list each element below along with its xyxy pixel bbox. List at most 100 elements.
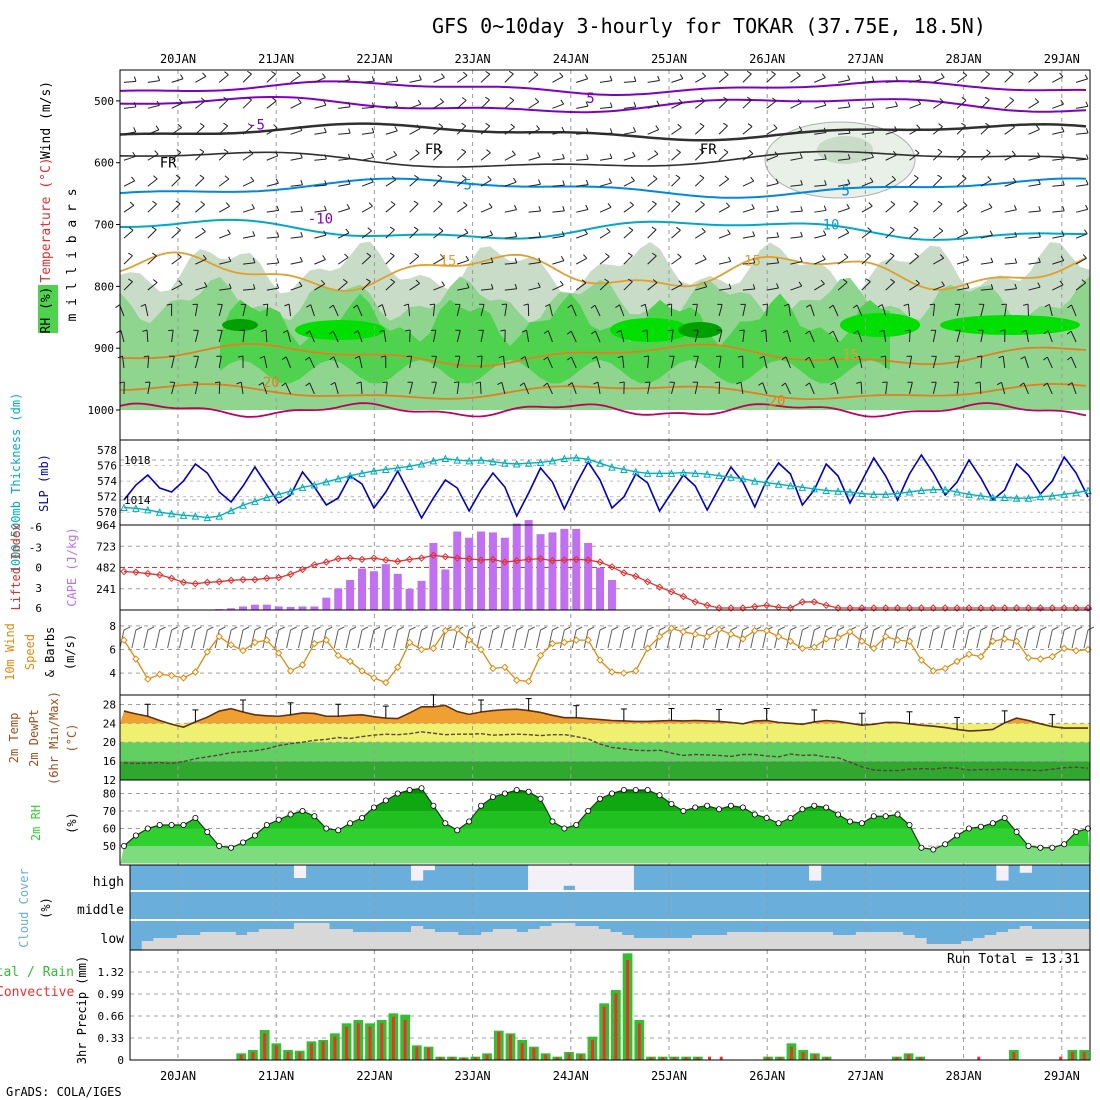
low-cloud-bar xyxy=(762,932,775,950)
date-label-top: 25JAN xyxy=(651,52,687,66)
li-tick: 3 xyxy=(35,582,42,595)
cape-bar xyxy=(262,604,271,610)
low-cloud-bar xyxy=(738,932,751,950)
wind-barb xyxy=(576,158,589,161)
wind-barb xyxy=(147,129,160,135)
wind-barb xyxy=(480,304,485,317)
wind-tick: 8 xyxy=(109,620,116,633)
wind-barb xyxy=(334,382,339,395)
wind-barb-flag xyxy=(699,174,705,179)
rh-point xyxy=(513,787,520,794)
wind-barb-flag xyxy=(821,73,826,79)
low-cloud-bar xyxy=(1054,929,1068,950)
wind-barb-flag xyxy=(1062,180,1065,186)
wind-barb xyxy=(358,356,363,369)
thickness-point xyxy=(143,505,152,514)
wind-barb xyxy=(1070,356,1077,369)
wind-barb xyxy=(570,330,577,343)
wind-barb xyxy=(1025,330,1029,343)
wind-barb-flag xyxy=(985,70,990,75)
wind-barb xyxy=(861,132,874,135)
wind-speed-point xyxy=(941,664,949,673)
precip-tick: 0 xyxy=(117,1054,124,1067)
rh-point xyxy=(1085,825,1092,832)
wind-barb xyxy=(933,257,944,265)
wind-barb xyxy=(385,204,396,213)
wind-barb xyxy=(909,103,921,109)
temp-tick: 20 xyxy=(103,736,116,749)
li-point xyxy=(144,569,152,578)
wind-barb xyxy=(1004,304,1007,317)
contour-label: 15 xyxy=(744,253,761,269)
precip-convective-bar xyxy=(368,1026,372,1060)
wind-barb xyxy=(147,104,160,109)
cloud-unit: (%) xyxy=(39,897,53,919)
wind-barb xyxy=(1052,158,1065,161)
wind-barb-flag xyxy=(509,97,515,101)
wind-barb xyxy=(809,304,815,317)
wind-ylabel: Speed xyxy=(23,634,37,670)
wind-barb xyxy=(479,381,482,394)
wind-barb xyxy=(670,330,674,343)
wind-barb-flag xyxy=(323,230,327,236)
wind-barb xyxy=(766,236,779,239)
rh-point xyxy=(263,822,270,829)
wind-barb-flag xyxy=(537,152,541,158)
wind-barb xyxy=(552,210,565,213)
precip-convective-bar xyxy=(462,1058,466,1060)
low-cloud-bar xyxy=(645,938,658,950)
li-point xyxy=(417,554,426,562)
precip-convective-bar xyxy=(1070,1052,1074,1060)
wind-barb xyxy=(1023,382,1029,395)
wind-barb xyxy=(599,256,610,265)
wind-barb xyxy=(195,258,207,265)
low-cloud-bar xyxy=(1019,926,1032,950)
wind-barb-flag xyxy=(347,101,351,107)
li-point xyxy=(632,572,640,580)
wind-barb-flag xyxy=(608,178,613,184)
wind-barb xyxy=(623,155,636,161)
wind-barb-flag xyxy=(475,381,481,384)
wind-barb xyxy=(956,99,967,109)
wind-barb-flag xyxy=(395,101,399,107)
surface-wind-barb xyxy=(345,629,351,649)
wind-barb-flag xyxy=(129,201,135,206)
surface-wind-barb xyxy=(476,629,482,649)
high-cloud-bar xyxy=(551,865,564,891)
wind-barb-flag xyxy=(324,180,327,186)
cape-bar xyxy=(429,542,438,610)
rh-point xyxy=(347,820,354,827)
thickness-point xyxy=(727,473,735,481)
wind-barb xyxy=(599,206,612,213)
li-point xyxy=(334,555,342,563)
wind-barb-flag xyxy=(800,179,803,186)
date-label-bottom: 24JAN xyxy=(553,1069,589,1083)
wind-barb-flag xyxy=(202,254,207,260)
wind-barb-flag xyxy=(276,232,280,238)
li-point xyxy=(167,574,176,583)
wind-barb xyxy=(361,230,372,239)
li-point xyxy=(584,556,592,564)
low-cloud-bar xyxy=(610,932,623,950)
wind-barb-flag xyxy=(276,258,280,264)
date-label-top: 27JAN xyxy=(847,52,883,66)
wind-barb xyxy=(314,131,327,135)
wind-speed-point xyxy=(120,636,128,644)
wind-barb xyxy=(242,304,247,317)
wind-barb-flag xyxy=(464,228,469,234)
pressure-tick-label: 600 xyxy=(94,157,114,170)
precip-convective-bar xyxy=(602,1006,606,1060)
wind-barb-flag xyxy=(178,280,183,285)
wind-barb xyxy=(594,304,601,317)
rh-band xyxy=(120,828,1090,846)
wind-barb xyxy=(1004,154,1016,161)
wind-barb-flag xyxy=(961,148,966,153)
wind-barb xyxy=(288,304,292,317)
li-point xyxy=(382,556,390,564)
wind-barb-flag xyxy=(133,127,137,133)
li-point xyxy=(275,573,283,582)
wind-barb xyxy=(290,157,303,161)
low-cloud-bar xyxy=(574,926,588,950)
rh-point xyxy=(144,825,151,832)
cloud-level-label: high xyxy=(93,875,124,890)
